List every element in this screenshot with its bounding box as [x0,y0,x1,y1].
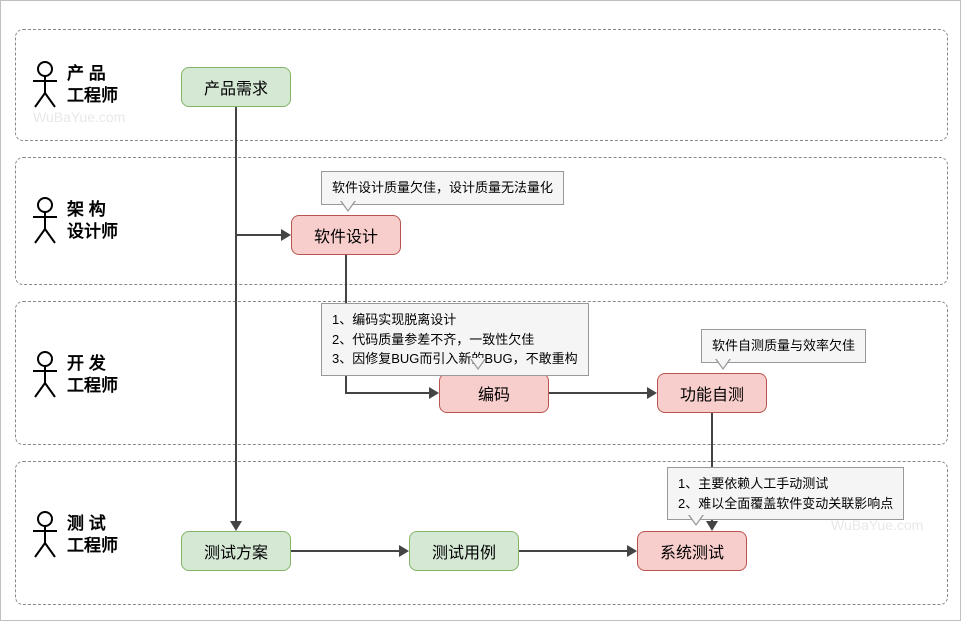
arrowhead-icon [706,521,718,531]
arrowhead-icon [281,229,291,241]
actor-label: 产 品工程师 [67,63,118,107]
arrowhead-icon [647,387,657,399]
actor-label: 架 构设计师 [67,199,118,243]
edge [235,107,237,235]
actor-label: 测 试工程师 [67,513,118,557]
arrowhead-icon [230,521,242,531]
person-icon [31,61,59,109]
person-icon [31,511,59,559]
actor-dev: 开 发工程师 [31,351,118,399]
note-tail-icon [471,358,485,368]
edge [291,550,401,552]
actor-label: 开 发工程师 [67,353,118,397]
lane-product [15,29,948,141]
node-test-case: 测试用例 [409,531,519,571]
note-tail-icon [716,358,730,368]
edge [519,550,629,552]
actor-test: 测 试工程师 [31,511,118,559]
actor-product: 产 品工程师 [31,61,118,109]
edge [235,234,283,236]
node-sys-test: 系统测试 [637,531,747,571]
edge [345,392,431,394]
arrowhead-icon [627,545,637,557]
note-design: 软件设计质量欠佳，设计质量无法量化 [321,171,564,205]
diagram-canvas: WuBaYue.com WuBaYue.com 产 品工程师 架 构设计师 [0,0,961,621]
note-systest: 1、主要依赖人工手动测试 2、难以全面覆盖软件变动关联影响点 [667,467,904,520]
edge [549,392,649,394]
actor-arch: 架 构设计师 [31,197,118,245]
person-icon [31,197,59,245]
node-coding: 编码 [439,373,549,413]
note-tail-icon [341,200,355,210]
note-tail-icon [689,514,703,524]
edge [235,235,237,523]
node-selftest: 功能自测 [657,373,767,413]
note-coding: 1、编码实现脱离设计 2、代码质量参差不齐，一致性欠佳 3、因修复BUG而引入新… [321,303,589,376]
arrowhead-icon [399,545,409,557]
person-icon [31,351,59,399]
arrowhead-icon [429,387,439,399]
node-sw-design: 软件设计 [291,215,401,255]
node-product-req: 产品需求 [181,67,291,107]
node-test-plan: 测试方案 [181,531,291,571]
